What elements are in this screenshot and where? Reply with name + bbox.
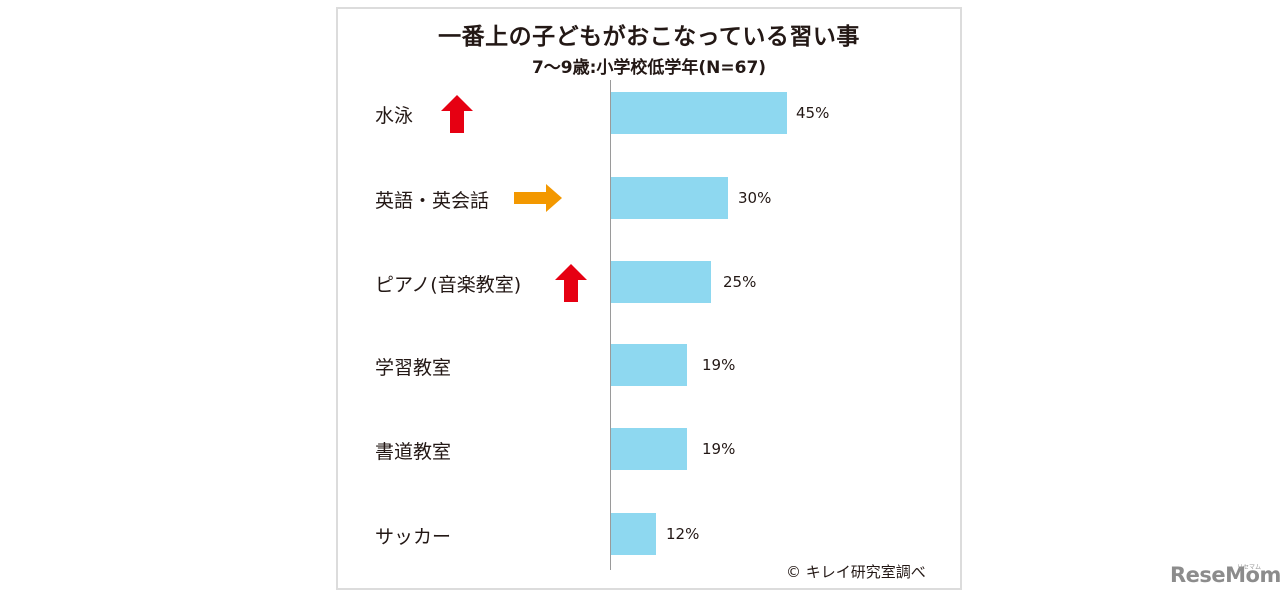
resemom-logo-sub: リセマム: [1237, 564, 1262, 571]
bar-row: サッカー 12%: [0, 513, 1280, 555]
value-label: 25%: [723, 273, 757, 291]
source-credit: © キレイ研究室調べ: [786, 563, 926, 581]
category-label: 書道教室: [375, 441, 452, 463]
category-label: ピアノ(音楽教室): [375, 274, 522, 296]
value-label: 30%: [738, 189, 772, 207]
bar: [611, 428, 687, 470]
bar: [611, 261, 711, 303]
value-label: 19%: [702, 356, 736, 374]
up-arrow-icon: [441, 95, 473, 133]
bar-row: ピアノ(音楽教室) 25%: [0, 261, 1280, 303]
right-arrow-icon: [514, 184, 562, 212]
resemom-logo: ReseMom: [1170, 563, 1280, 587]
chart-subtitle: 7〜9歳:小学校低学年(N=67): [531, 58, 767, 78]
category-label: 水泳: [375, 105, 414, 127]
value-label: 12%: [666, 525, 700, 543]
category-label: 英語・英会話: [375, 190, 490, 212]
bar-row: 英語・英会話 30%: [0, 177, 1280, 219]
value-label: 45%: [796, 104, 830, 122]
category-label: 学習教室: [375, 357, 452, 379]
bar: [611, 92, 787, 134]
bar: [611, 513, 656, 555]
bar: [611, 177, 728, 219]
value-label: 19%: [702, 440, 736, 458]
category-label: サッカー: [375, 526, 452, 548]
bar-row: 書道教室 19%: [0, 428, 1280, 470]
bar-row: 水泳 45%: [0, 92, 1280, 134]
bar: [611, 344, 687, 386]
bar-row: 学習教室 19%: [0, 344, 1280, 386]
up-arrow-icon: [555, 264, 587, 302]
chart-title: 一番上の子どもがおこなっている習い事: [438, 24, 860, 50]
y-axis-line: [610, 80, 611, 570]
